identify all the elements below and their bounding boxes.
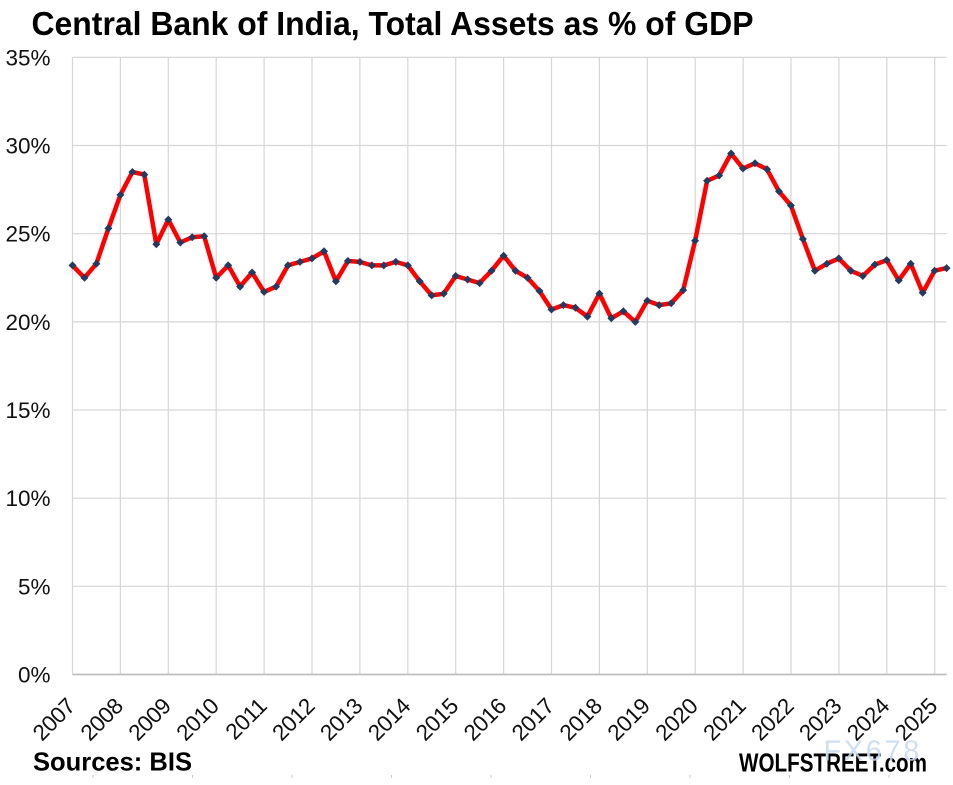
svg-text:WOLFSTREET.com: WOLFSTREET.com [739,748,927,778]
svg-text:10%: 10% [5,486,50,511]
svg-text:35%: 35% [5,45,50,70]
svg-text:25%: 25% [5,222,50,247]
svg-text:15%: 15% [5,398,50,423]
svg-text:5%: 5% [18,574,51,599]
svg-text:0%: 0% [18,663,51,688]
svg-text:20%: 20% [5,310,50,335]
svg-text:30%: 30% [5,134,50,159]
svg-text:Central Bank of India, Total A: Central Bank of India, Total Assets as %… [32,5,754,42]
svg-text:FX678: FX678 [824,736,922,768]
svg-text:Sources: BIS: Sources: BIS [33,746,192,776]
